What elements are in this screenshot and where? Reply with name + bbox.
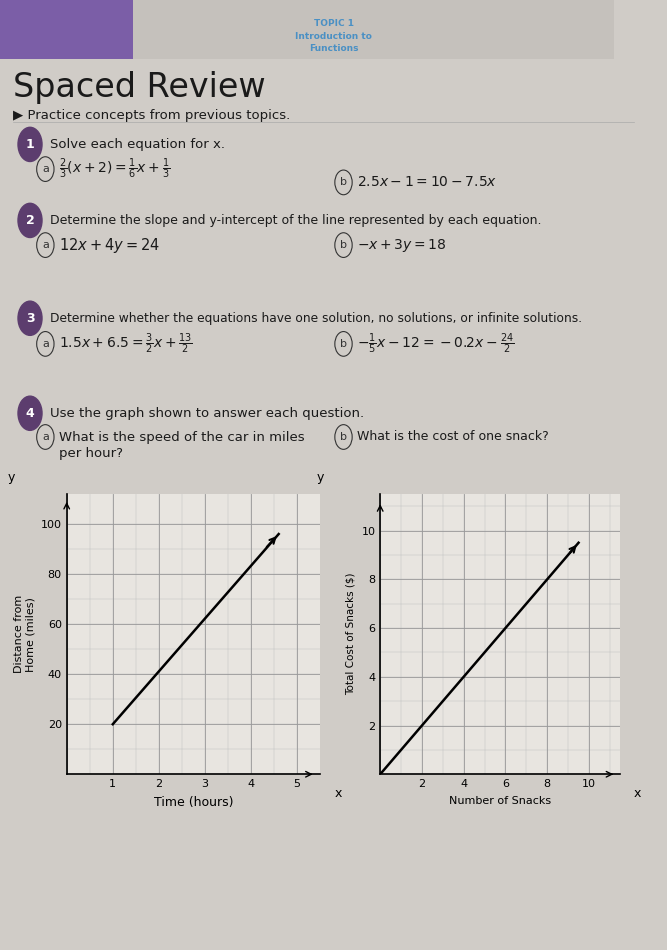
Text: b: b <box>340 240 347 250</box>
Y-axis label: Distance from
Home (miles): Distance from Home (miles) <box>14 595 35 674</box>
Circle shape <box>18 203 42 238</box>
Text: 1: 1 <box>25 138 35 151</box>
Text: $1.5x + 6.5 = \frac{3}{2}x + \frac{13}{2}$: $1.5x + 6.5 = \frac{3}{2}x + \frac{13}{2… <box>59 332 193 356</box>
Text: $-x + 3y = 18$: $-x + 3y = 18$ <box>357 237 446 254</box>
Circle shape <box>18 396 42 430</box>
Text: a: a <box>42 339 49 349</box>
Text: Determine whether the equations have one solution, no solutions, or infinite sol: Determine whether the equations have one… <box>50 312 582 325</box>
Text: per hour?: per hour? <box>59 446 123 460</box>
Text: b: b <box>340 432 347 442</box>
Text: $-\frac{1}{5}x - 12 = -0.2x - \frac{24}{2}$: $-\frac{1}{5}x - 12 = -0.2x - \frac{24}{… <box>357 332 514 356</box>
X-axis label: Time (hours): Time (hours) <box>153 796 233 809</box>
Text: Introduction to: Introduction to <box>295 31 372 41</box>
Text: What is the speed of the car in miles: What is the speed of the car in miles <box>59 430 304 444</box>
X-axis label: Number of Snacks: Number of Snacks <box>449 796 552 806</box>
Circle shape <box>18 301 42 335</box>
Text: y: y <box>7 470 15 484</box>
Text: y: y <box>316 470 324 484</box>
Bar <box>133 0 614 59</box>
Text: $2.5x - 1 = 10 - 7.5x$: $2.5x - 1 = 10 - 7.5x$ <box>357 176 497 189</box>
Bar <box>0 0 133 59</box>
Text: $12x + 4y = 24$: $12x + 4y = 24$ <box>59 236 159 255</box>
Text: x: x <box>334 788 342 800</box>
Text: 3: 3 <box>26 312 34 325</box>
Text: 4: 4 <box>25 407 35 420</box>
Text: a: a <box>42 240 49 250</box>
Y-axis label: Total Cost of Snacks ($): Total Cost of Snacks ($) <box>346 573 356 695</box>
Text: $\frac{2}{3}(x+2) = \frac{1}{6}x + \frac{1}{3}$: $\frac{2}{3}(x+2) = \frac{1}{6}x + \frac… <box>59 157 170 181</box>
Text: What is the cost of one snack?: What is the cost of one snack? <box>357 430 548 444</box>
Text: Use the graph shown to answer each question.: Use the graph shown to answer each quest… <box>50 407 364 420</box>
Text: ▶ Practice concepts from previous topics.: ▶ Practice concepts from previous topics… <box>13 109 291 123</box>
Circle shape <box>18 127 42 162</box>
Text: Spaced Review: Spaced Review <box>13 71 266 104</box>
Text: Solve each equation for x.: Solve each equation for x. <box>50 138 225 151</box>
Text: a: a <box>42 164 49 174</box>
Text: x: x <box>634 788 641 800</box>
Text: a: a <box>42 432 49 442</box>
Text: 2: 2 <box>25 214 35 227</box>
Text: TOPIC 1: TOPIC 1 <box>313 19 354 28</box>
Text: Determine the slope and y-intercept of the line represented by each equation.: Determine the slope and y-intercept of t… <box>50 214 542 227</box>
Text: Functions: Functions <box>309 44 358 53</box>
Text: b: b <box>340 339 347 349</box>
Text: b: b <box>340 178 347 187</box>
